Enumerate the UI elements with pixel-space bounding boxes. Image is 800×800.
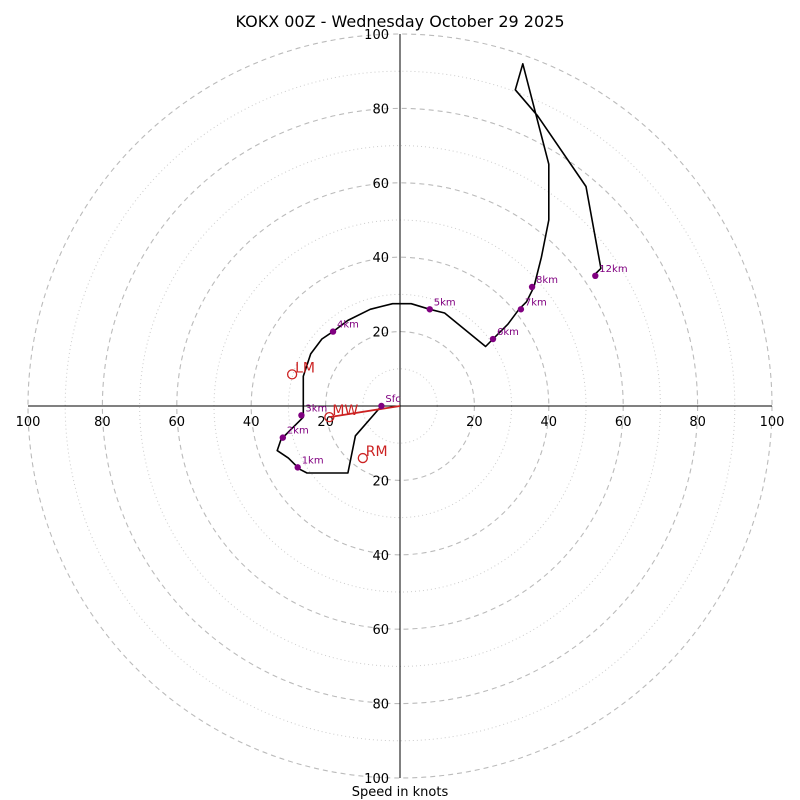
tick-bottom-40: 40 (372, 549, 389, 564)
tick-left-40: 40 (243, 415, 260, 430)
height-marker-12km (592, 272, 599, 279)
height-label-sfc: Sfc (385, 394, 400, 405)
height-marker-2km (279, 434, 287, 441)
height-markers: Sfc 1km 2km 3km 4km 5km 6km 7km 8km 12km (279, 264, 628, 471)
tick-top-40: 40 (372, 251, 389, 266)
height-label-1km: 1km (302, 455, 324, 466)
height-marker-6km (489, 335, 497, 343)
height-label-4km: 4km (337, 320, 359, 331)
height-label-3km: 3km (305, 403, 327, 414)
storm-motion-mw (324, 412, 335, 423)
height-marker-4km (329, 328, 337, 335)
tick-left-80: 80 (94, 415, 111, 430)
tick-top-60: 60 (372, 177, 389, 192)
height-marker-5km (426, 306, 433, 313)
storm-motion-markers: LM MW RM (286, 360, 388, 464)
storm-motion-lm (286, 369, 298, 380)
tick-right-100: 100 (760, 415, 785, 430)
height-marker-8km (528, 283, 536, 291)
height-label-6km: 6km (497, 327, 519, 338)
tick-left-100: 100 (16, 415, 41, 430)
tick-right-20: 20 (466, 415, 483, 430)
tick-bottom-60: 60 (372, 623, 389, 638)
tick-right-80: 80 (689, 415, 706, 430)
tick-top-80: 80 (372, 102, 389, 117)
tick-bottom-100: 100 (364, 772, 389, 787)
height-label-7km: 7km (525, 297, 547, 308)
height-label-2km: 2km (287, 426, 309, 437)
hodograph-trace (276, 62, 602, 474)
height-marker-3km (298, 412, 305, 419)
tick-right-60: 60 (615, 415, 632, 430)
storm-motion-rm (357, 452, 368, 464)
tick-top-100: 100 (364, 28, 389, 43)
axis-tick-labels: 100 80 60 40 20 20 40 60 80 100 20 40 60 80 100 20 40 60 8… (16, 28, 785, 787)
tick-left-20: 20 (317, 415, 334, 430)
tick-right-40: 40 (541, 415, 558, 430)
storm-motion-label-lm: LM (295, 360, 315, 376)
tick-top-20: 20 (372, 326, 389, 341)
height-marker-1km (294, 464, 301, 471)
height-label-12km: 12km (599, 264, 627, 275)
shear-vector-line (329, 405, 401, 419)
height-label-8km: 8km (536, 275, 558, 286)
storm-motion-label-mw: MW (332, 403, 358, 419)
height-label-5km: 5km (434, 297, 456, 308)
height-marker-7km (517, 306, 525, 313)
storm-motion-label-rm: RM (366, 444, 388, 460)
tick-bottom-20: 20 (372, 474, 389, 489)
height-marker-sfc (378, 402, 385, 410)
tick-left-60: 60 (169, 415, 186, 430)
tick-bottom-80: 80 (372, 698, 389, 713)
chart-title: KOKX 00Z - Wednesday October 29 2025 (235, 12, 564, 31)
x-axis-label: Speed in knots (352, 785, 449, 800)
hodograph-trace-group (276, 62, 602, 474)
